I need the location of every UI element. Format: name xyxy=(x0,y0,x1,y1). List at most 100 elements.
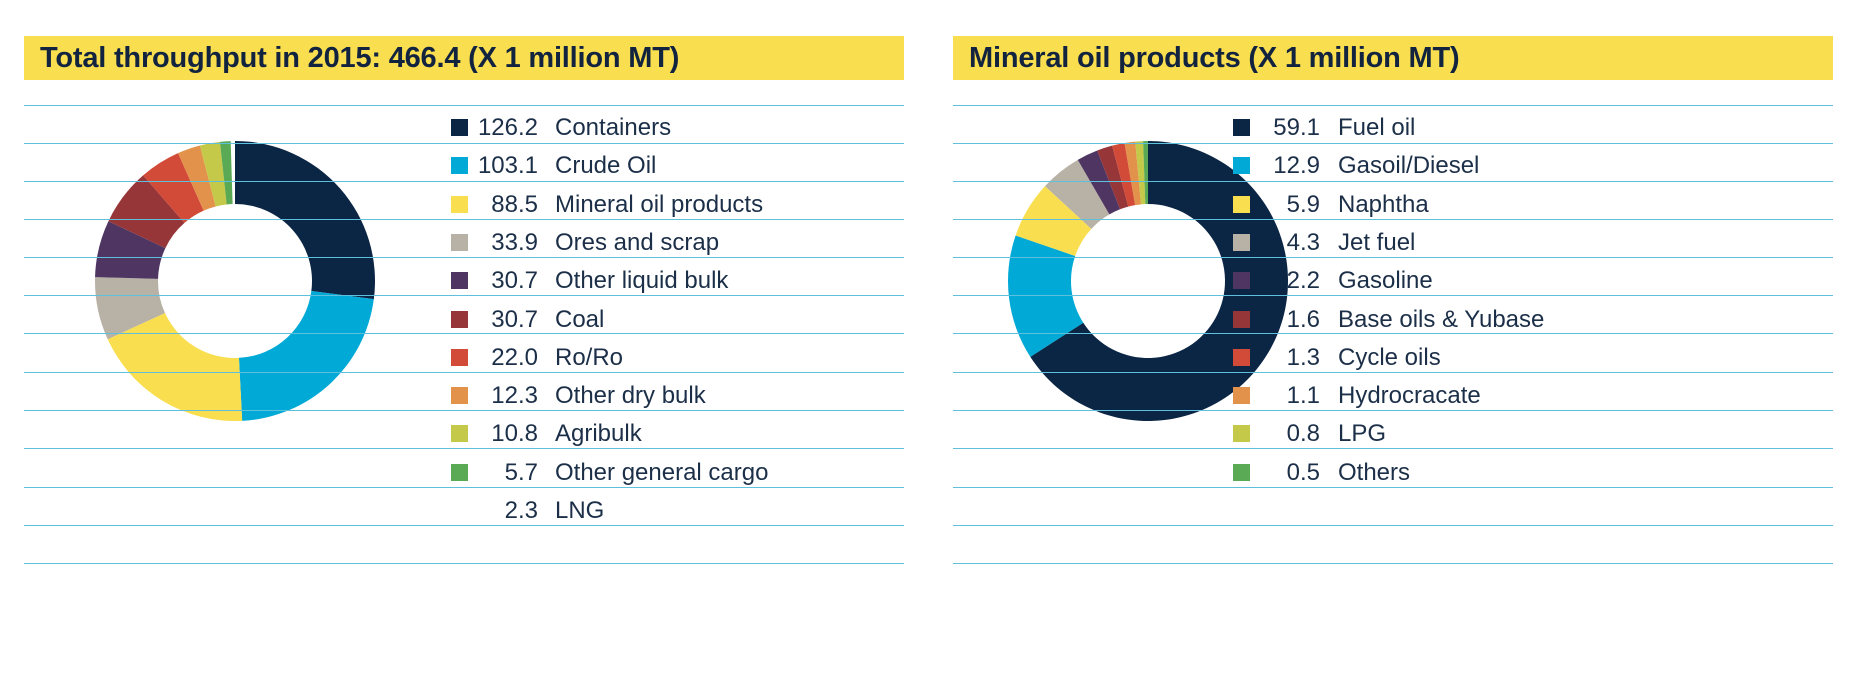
legend-label: Fuel oil xyxy=(1338,114,1416,141)
rule-line xyxy=(24,181,904,183)
donut-slice xyxy=(108,175,185,249)
legend-item: 1.1 Hydrocracate xyxy=(953,373,1833,419)
legend-label: Other liquid bulk xyxy=(555,267,729,295)
rule-line xyxy=(953,372,1833,374)
throughput-donut-chart xyxy=(94,141,375,421)
legend-value: 4.3 xyxy=(1286,228,1320,256)
legend-item: 22.0 Ro/Ro xyxy=(24,335,904,381)
legend-swatch xyxy=(451,387,468,405)
legend-value: 126.2 xyxy=(477,114,538,141)
legend-item: 12.9 Gasoil/Diesel xyxy=(953,143,1833,189)
legend-item: 0.8 LPG xyxy=(953,411,1833,457)
rule-line xyxy=(953,410,1833,412)
legend-swatch xyxy=(451,425,468,443)
rule-line xyxy=(24,563,904,565)
legend-item: 30.7 Other liquid bulk xyxy=(24,258,904,304)
rule-line xyxy=(953,563,1833,565)
rule-line xyxy=(953,219,1833,221)
legend-swatch xyxy=(451,195,468,213)
donut-slice xyxy=(95,221,166,279)
legend-value: 1.6 xyxy=(1286,305,1320,333)
legend-label: LPG xyxy=(1338,420,1387,448)
legend-label: Hydrocracate xyxy=(1338,382,1481,410)
legend-label: Gasoline xyxy=(1338,267,1433,295)
rule-line xyxy=(953,181,1833,183)
legend-item: 12.3 Other dry bulk xyxy=(24,373,904,419)
donut-slice xyxy=(1112,142,1136,207)
legend-item: 5.7 Other general cargo xyxy=(24,450,904,496)
mineral-oil-title-bar: Mineral oil products (X 1 million MT) xyxy=(953,36,1833,80)
legend-label: Other general cargo xyxy=(555,458,769,486)
rule-line xyxy=(24,372,904,374)
legend-label: Cycle oils xyxy=(1338,343,1441,371)
donut-slice xyxy=(1030,141,1288,421)
legend-value: 5.9 xyxy=(1286,190,1320,218)
rule-line xyxy=(953,257,1833,259)
legend-item: 10.8 Agribulk xyxy=(24,411,904,457)
legend-item: 4.3 Jet fuel xyxy=(953,220,1833,266)
legend-item: 1.6 Base oils & Yubase xyxy=(953,297,1833,343)
donut-slice xyxy=(178,145,216,211)
throughput-panel: Total throughput in 2015: 466.4 (X 1 mil… xyxy=(24,36,904,676)
rule-line xyxy=(24,257,904,259)
legend-swatch xyxy=(451,157,468,175)
throughput-chart-title: Total throughput in 2015: 466.4 (X 1 mil… xyxy=(40,42,680,74)
legend-label: Others xyxy=(1338,458,1411,486)
donut-slice xyxy=(1143,141,1148,205)
legend-value: 30.7 xyxy=(491,267,538,295)
donut-slice xyxy=(143,153,204,223)
legend-value: 1.3 xyxy=(1286,343,1320,371)
donut-slice xyxy=(1015,186,1092,256)
legend-label: Other dry bulk xyxy=(555,382,706,410)
rule-line xyxy=(24,105,904,107)
legend-item: 126.2 Containers xyxy=(24,105,904,151)
legend-swatch xyxy=(1233,157,1250,175)
legend-label: Coal xyxy=(555,305,605,333)
legend-item: 2.2 Gasoline xyxy=(953,258,1833,304)
legend-label: Base oils & Yubase xyxy=(1338,305,1545,333)
legend-swatch xyxy=(451,348,468,366)
legend-swatch xyxy=(1233,195,1250,213)
rule-line xyxy=(24,448,904,450)
rule-line xyxy=(953,487,1833,489)
donut-slice xyxy=(94,277,165,340)
legend-item: 33.9 Ores and scrap xyxy=(24,220,904,266)
donut-slice xyxy=(107,313,243,421)
legend-value: 0.5 xyxy=(1286,458,1320,486)
legend-value: 22.0 xyxy=(491,343,538,371)
legend-label: Ores and scrap xyxy=(555,228,720,256)
rule-line xyxy=(953,525,1833,527)
legend-value: 103.1 xyxy=(477,152,538,180)
legend-item: 30.7 Coal xyxy=(24,297,904,343)
legend-swatch xyxy=(1233,272,1250,290)
legend-label: Naphtha xyxy=(1338,190,1429,218)
rule-line xyxy=(953,295,1833,297)
rule-line xyxy=(24,487,904,489)
legend-swatch xyxy=(1233,387,1250,405)
donut-slice xyxy=(1045,159,1110,229)
legend-item: 0.5 Others xyxy=(953,450,1833,496)
mineral-oil-panel: Mineral oil products (X 1 million MT) 59… xyxy=(953,36,1833,676)
legend-swatch xyxy=(451,119,468,136)
legend-swatch xyxy=(451,310,468,328)
legend-swatch xyxy=(1233,463,1250,481)
legend-item: 2.3 LNG xyxy=(24,488,904,534)
legend-label: Containers xyxy=(555,114,672,141)
legend-swatch xyxy=(1233,310,1250,328)
legend-item: 5.9 Naphtha xyxy=(953,182,1833,228)
legend-swatch xyxy=(1233,425,1250,443)
rule-line xyxy=(24,333,904,335)
legend-label: Agribulk xyxy=(555,420,642,448)
rule-line xyxy=(24,143,904,145)
legend-label: Gasoil/Diesel xyxy=(1338,152,1480,180)
legend-swatch xyxy=(1233,119,1250,136)
donut-slice xyxy=(1097,145,1129,210)
donut-slice xyxy=(219,141,233,205)
legend-label: Jet fuel xyxy=(1338,228,1416,256)
throughput-title-bar: Total throughput in 2015: 466.4 (X 1 mil… xyxy=(24,36,904,80)
legend-value: 88.5 xyxy=(491,190,538,218)
legend-value: 59.1 xyxy=(1273,114,1320,141)
legend-swatch xyxy=(451,272,468,290)
legend-item: 1.3 Cycle oils xyxy=(953,335,1833,381)
legend-label: Ro/Ro xyxy=(555,343,624,371)
